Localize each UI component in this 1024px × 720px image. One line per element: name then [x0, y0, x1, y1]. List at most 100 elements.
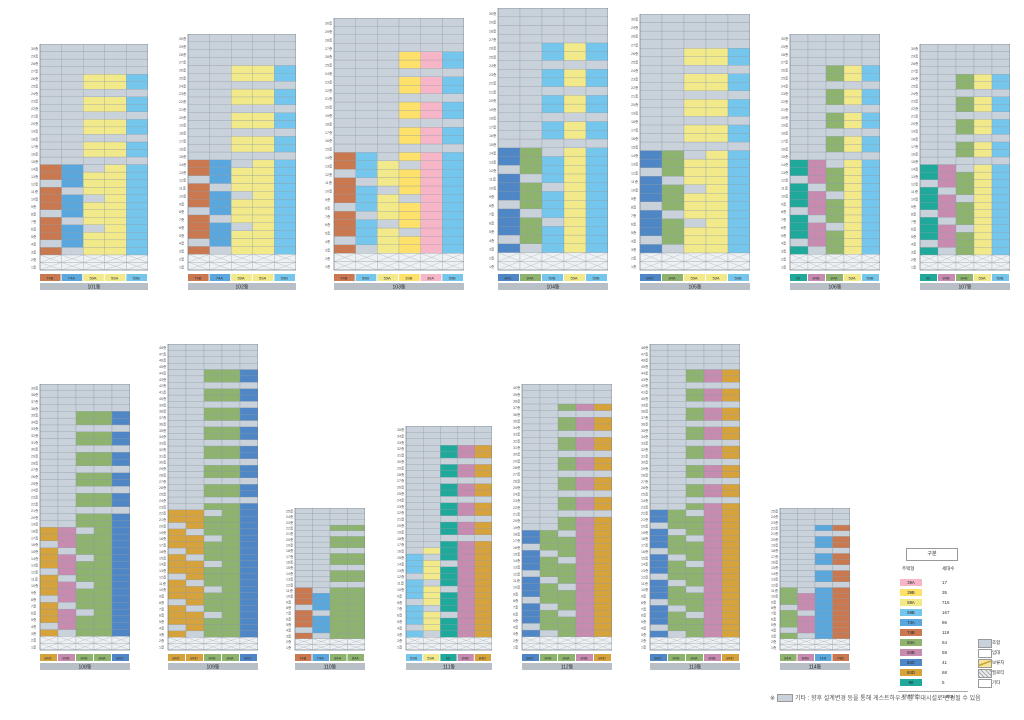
unit-cell: [539, 530, 559, 538]
unit-cell: [797, 547, 816, 554]
building-105: 1층 2층 3층 4층 5층 6층 7층 8층 9층 10층 11층 12층 13층 14층 15층 16층 1…: [630, 14, 750, 292]
unit-cell: [539, 437, 559, 445]
unit-cell: [39, 247, 62, 256]
unit-cell: [221, 535, 241, 542]
unit-cell: [57, 554, 77, 562]
unit-cell: [521, 457, 541, 464]
unit-cell: [440, 457, 458, 465]
unit-cell: [779, 632, 798, 639]
unit-cell: [39, 520, 59, 528]
unit-cell: [705, 244, 729, 254]
unit-cell: [991, 134, 1010, 143]
unit-cell: [294, 576, 313, 582]
unit-cell: [355, 160, 378, 170]
unit-cell: [991, 209, 1010, 218]
unit-cell: [575, 384, 595, 391]
floor-label: 14층: [631, 153, 639, 158]
floor-label: 18층: [286, 548, 294, 553]
piloti-mark: [221, 637, 241, 644]
unit-cell: [721, 535, 740, 542]
piloti-mark: [231, 261, 253, 271]
unit-cell: [329, 598, 348, 605]
floor-label: 4층: [489, 238, 495, 243]
unit-cell: [221, 592, 241, 600]
piloti-mark: [703, 643, 723, 651]
unit-cell: [111, 486, 130, 494]
unit-cell: [955, 209, 975, 218]
floor-label: 11층: [286, 588, 294, 593]
unit-cell: [703, 490, 723, 498]
floor-label: 21층: [911, 114, 919, 119]
unit-cell: [649, 535, 669, 542]
unit-cell: [789, 136, 809, 145]
piloti-mark: [39, 254, 62, 263]
building-name: 110동: [324, 665, 337, 671]
unit-cell: [937, 156, 957, 165]
unit-cell: [347, 581, 365, 588]
unit-cell: [75, 608, 95, 617]
unit-cell: [955, 232, 975, 241]
unit-cell: [685, 484, 705, 491]
unit-cell: [398, 93, 421, 103]
unit-cell: [274, 183, 296, 192]
unit-cell: [649, 515, 669, 523]
unit-cell: [521, 576, 541, 584]
type-chip-label: 84C: [526, 656, 533, 661]
unit-cell: [683, 99, 707, 109]
piloti-mark: [355, 253, 378, 262]
floor-label: 26층: [631, 51, 639, 56]
piloti-mark: [420, 253, 443, 262]
unit-cell: [423, 521, 441, 529]
unit-cell: [239, 535, 258, 542]
unit-cell: [861, 112, 880, 121]
unit-cell: [703, 375, 723, 383]
unit-cell: [239, 579, 258, 587]
unit-cell: [252, 104, 275, 113]
unit-cell: [39, 397, 59, 405]
type-chip: [974, 274, 991, 281]
unit-cell: [104, 179, 127, 188]
floor-label: 23층: [179, 91, 187, 96]
unit-cell: [519, 103, 543, 113]
unit-cell: [557, 616, 577, 624]
unit-cell: [423, 617, 441, 625]
unit-cell: [355, 110, 378, 119]
unit-cell: [57, 404, 77, 412]
floor-label: 28층: [513, 465, 521, 470]
unit-cell: [685, 362, 705, 370]
floor-label: 8층: [631, 204, 637, 209]
floor-label: 34층: [159, 434, 167, 439]
unit-cell: [252, 246, 275, 255]
unit-cell: [423, 426, 441, 433]
floor-label: 11층: [771, 588, 779, 593]
building-108: 1층 2층 3층 4층 5층 6층 7층 8층 9층 10층 11층 12층 13층 14층 15층 16층 1…: [30, 384, 130, 672]
unit-cell: [231, 191, 253, 200]
unit-cell: [519, 234, 543, 244]
building-name-bar: [188, 283, 296, 290]
unit-cell: [825, 230, 845, 239]
unit-cell: [539, 410, 559, 418]
unit-cell: [575, 430, 595, 438]
unit-cell: [83, 164, 105, 173]
unit-cell: [593, 476, 612, 484]
unit-cell: [519, 243, 543, 253]
unit-cell: [727, 141, 750, 151]
unit-cell: [807, 183, 827, 192]
unit-cell: [585, 173, 608, 183]
piloti-mark: [420, 261, 443, 271]
unit-cell: [825, 222, 845, 231]
type-chip: [640, 274, 661, 281]
unit-cell: [639, 82, 663, 91]
unit-cell: [955, 179, 975, 188]
unit-cell: [83, 232, 105, 241]
unit-cell: [239, 503, 258, 510]
unit-cell: [39, 404, 59, 412]
type-chip: [112, 654, 129, 661]
status-legend-item: 임대: [978, 648, 1018, 658]
unit-cell: [832, 604, 850, 611]
floor-label: 25층: [31, 84, 39, 89]
unit-cell: [185, 369, 205, 377]
building-103: 1층 2층 3층 4층 5층 6층 7층 8층 9층 10층 11층 12층 13층 14층 15층 16층 1…: [324, 18, 464, 292]
unit-cell: [231, 88, 253, 98]
unit-cell: [639, 201, 663, 211]
